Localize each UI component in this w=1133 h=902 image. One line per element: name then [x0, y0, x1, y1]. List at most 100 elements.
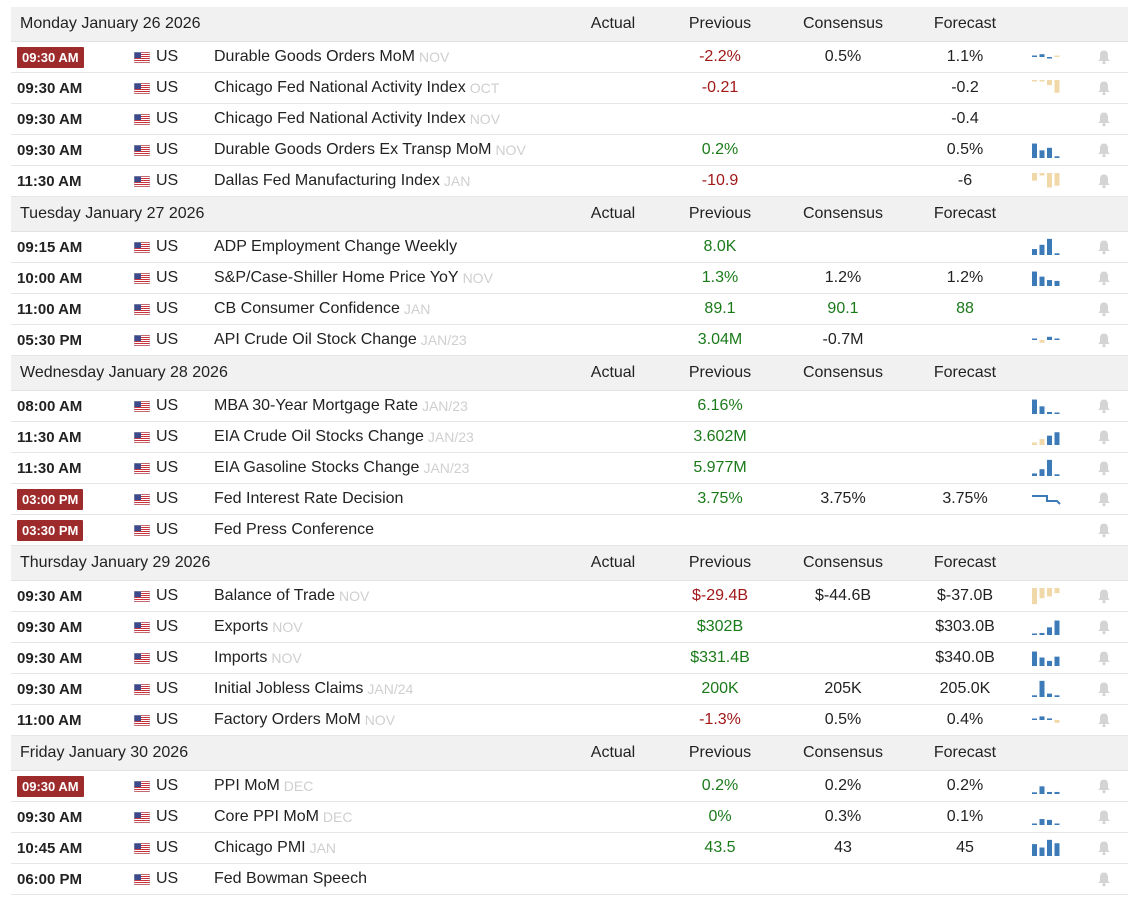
- bell-icon[interactable]: [1097, 49, 1111, 65]
- event-name-link[interactable]: API Crude Oil Stock Change: [214, 331, 417, 348]
- bell-icon[interactable]: [1097, 588, 1111, 604]
- alert-button[interactable]: [1096, 864, 1112, 894]
- sparkline-cell[interactable]: [1031, 422, 1061, 452]
- event-name-link[interactable]: Balance of Trade: [214, 587, 335, 604]
- event-name-link[interactable]: Fed Interest Rate Decision: [214, 490, 404, 507]
- alert-button[interactable]: [1096, 422, 1112, 452]
- sparkline-cell[interactable]: [1031, 581, 1061, 611]
- event-name-link[interactable]: Chicago Fed National Activity Index: [214, 110, 466, 127]
- event-row[interactable]: 09:30 AM US Initial Jobless Claims JAN/24 20…: [11, 674, 1128, 705]
- event-row[interactable]: 09:30 AM US PPI MoM DEC 0.2% 0.2% 0.2%: [11, 771, 1128, 802]
- alert-button[interactable]: [1096, 391, 1112, 421]
- sparkline-cell[interactable]: [1031, 833, 1061, 863]
- event-name-cell[interactable]: Durable Goods Orders Ex Transp MoM NOV: [214, 135, 526, 165]
- alert-button[interactable]: [1096, 294, 1112, 324]
- event-name-link[interactable]: Chicago PMI: [214, 839, 306, 856]
- sparkline-cell[interactable]: [1031, 104, 1061, 134]
- bell-icon[interactable]: [1097, 80, 1111, 96]
- bell-icon[interactable]: [1097, 142, 1111, 158]
- alert-button[interactable]: [1096, 802, 1112, 832]
- bell-icon[interactable]: [1097, 460, 1111, 476]
- sparkline-cell[interactable]: [1031, 263, 1061, 293]
- alert-button[interactable]: [1096, 484, 1112, 514]
- event-name-cell[interactable]: API Crude Oil Stock Change JAN/23: [214, 325, 467, 355]
- event-name-link[interactable]: Exports: [214, 618, 269, 635]
- sparkline-cell[interactable]: [1031, 325, 1061, 355]
- event-name-link[interactable]: CB Consumer Confidence: [214, 300, 400, 317]
- bell-icon[interactable]: [1097, 619, 1111, 635]
- alert-button[interactable]: [1096, 104, 1112, 134]
- bell-icon[interactable]: [1097, 522, 1111, 538]
- alert-button[interactable]: [1096, 135, 1112, 165]
- event-name-link[interactable]: Durable Goods Orders MoM: [214, 48, 415, 65]
- event-name-cell[interactable]: Factory Orders MoM NOV: [214, 705, 395, 735]
- sparkline-cell[interactable]: [1031, 515, 1061, 545]
- event-row[interactable]: 09:30 AM US Core PPI MoM DEC 0% 0.3% 0.1%: [11, 802, 1128, 833]
- bell-icon[interactable]: [1097, 111, 1111, 127]
- event-name-cell[interactable]: Fed Interest Rate Decision: [214, 484, 403, 514]
- event-name-cell[interactable]: EIA Crude Oil Stocks Change JAN/23: [214, 422, 474, 452]
- event-row[interactable]: 10:00 AM US S&P/Case-Shiller Home Price Yo…: [11, 263, 1128, 294]
- event-name-cell[interactable]: Dallas Fed Manufacturing Index JAN: [214, 166, 470, 196]
- event-row[interactable]: 10:45 AM US Chicago PMI JAN 43.5 43 45: [11, 833, 1128, 864]
- alert-button[interactable]: [1096, 325, 1112, 355]
- event-name-cell[interactable]: S&P/Case-Shiller Home Price YoY NOV: [214, 263, 493, 293]
- event-name-link[interactable]: Initial Jobless Claims: [214, 680, 364, 697]
- event-row[interactable]: 05:30 PM US API Crude Oil Stock Change JAN/…: [11, 325, 1128, 356]
- event-row[interactable]: 09:30 AM US Durable Goods Orders MoM NOV -2.…: [11, 42, 1128, 73]
- alert-button[interactable]: [1096, 515, 1112, 545]
- event-name-link[interactable]: S&P/Case-Shiller Home Price YoY: [214, 269, 459, 286]
- event-name-cell[interactable]: Durable Goods Orders MoM NOV: [214, 42, 449, 72]
- event-row[interactable]: 09:30 AM US Durable Goods Orders Ex Transp…: [11, 135, 1128, 166]
- event-row[interactable]: 03:00 PM US Fed Interest Rate Decision 3.75…: [11, 484, 1128, 515]
- bell-icon[interactable]: [1097, 239, 1111, 255]
- sparkline-cell[interactable]: [1031, 864, 1061, 894]
- event-row[interactable]: 03:30 PM US Fed Press Conference: [11, 515, 1128, 546]
- event-row[interactable]: 06:00 PM US Fed Bowman Speech: [11, 864, 1128, 895]
- bell-icon[interactable]: [1097, 491, 1111, 507]
- event-name-cell[interactable]: ADP Employment Change Weekly: [214, 232, 457, 262]
- event-name-link[interactable]: Durable Goods Orders Ex Transp MoM: [214, 141, 492, 158]
- event-name-cell[interactable]: Chicago Fed National Activity Index OCT: [214, 73, 499, 103]
- event-name-cell[interactable]: Chicago Fed National Activity Index NOV: [214, 104, 500, 134]
- bell-icon[interactable]: [1097, 301, 1111, 317]
- sparkline-cell[interactable]: [1031, 73, 1061, 103]
- alert-button[interactable]: [1096, 42, 1112, 72]
- event-name-cell[interactable]: Chicago PMI JAN: [214, 833, 336, 863]
- event-row[interactable]: 09:30 AM US Imports NOV $331.4B $340.0B: [11, 643, 1128, 674]
- bell-icon[interactable]: [1097, 429, 1111, 445]
- sparkline-cell[interactable]: [1031, 166, 1061, 196]
- sparkline-cell[interactable]: [1031, 771, 1061, 801]
- sparkline-cell[interactable]: [1031, 674, 1061, 704]
- alert-button[interactable]: [1096, 166, 1112, 196]
- event-name-link[interactable]: Imports: [214, 649, 268, 666]
- event-row[interactable]: 11:00 AM US CB Consumer Confidence JAN 89.1 9…: [11, 294, 1128, 325]
- event-name-cell[interactable]: EIA Gasoline Stocks Change JAN/23: [214, 453, 469, 483]
- event-row[interactable]: 11:00 AM US Factory Orders MoM NOV -1.3% 0.5%…: [11, 705, 1128, 736]
- event-name-cell[interactable]: Initial Jobless Claims JAN/24: [214, 674, 413, 704]
- event-name-link[interactable]: MBA 30-Year Mortgage Rate: [214, 397, 418, 414]
- event-name-cell[interactable]: CB Consumer Confidence JAN: [214, 294, 430, 324]
- bell-icon[interactable]: [1097, 871, 1111, 887]
- bell-icon[interactable]: [1097, 778, 1111, 794]
- bell-icon[interactable]: [1097, 332, 1111, 348]
- bell-icon[interactable]: [1097, 173, 1111, 189]
- event-row[interactable]: 09:15 AM US ADP Employment Change Weekly 8.…: [11, 232, 1128, 263]
- alert-button[interactable]: [1096, 453, 1112, 483]
- alert-button[interactable]: [1096, 705, 1112, 735]
- sparkline-cell[interactable]: [1031, 612, 1061, 642]
- bell-icon[interactable]: [1097, 681, 1111, 697]
- bell-icon[interactable]: [1097, 398, 1111, 414]
- sparkline-cell[interactable]: [1031, 802, 1061, 832]
- event-name-link[interactable]: Chicago Fed National Activity Index: [214, 79, 466, 96]
- event-name-link[interactable]: Core PPI MoM: [214, 808, 319, 825]
- event-row[interactable]: 09:30 AM US Balance of Trade NOV $-29.4B $-44…: [11, 581, 1128, 612]
- alert-button[interactable]: [1096, 612, 1112, 642]
- sparkline-cell[interactable]: [1031, 294, 1061, 324]
- alert-button[interactable]: [1096, 643, 1112, 673]
- alert-button[interactable]: [1096, 73, 1112, 103]
- event-name-link[interactable]: EIA Crude Oil Stocks Change: [214, 428, 424, 445]
- event-row[interactable]: 09:30 AM US Exports NOV $302B $303.0B: [11, 612, 1128, 643]
- event-name-cell[interactable]: Exports NOV: [214, 612, 303, 642]
- sparkline-cell[interactable]: [1031, 453, 1061, 483]
